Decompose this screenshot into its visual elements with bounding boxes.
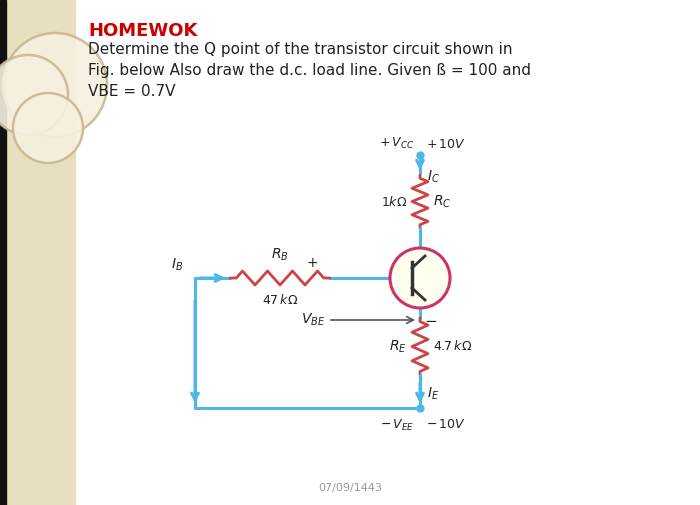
Text: 07/09/1443: 07/09/1443 — [318, 483, 382, 493]
Text: $I_C$: $I_C$ — [427, 169, 440, 185]
Text: $V_{BE}$: $V_{BE}$ — [301, 312, 325, 328]
Circle shape — [0, 55, 68, 135]
Text: HOMEWOK: HOMEWOK — [88, 22, 197, 40]
Text: $+$: $+$ — [306, 256, 318, 270]
Text: VBE = 0.7V: VBE = 0.7V — [88, 84, 176, 99]
Text: $-$: $-$ — [424, 313, 438, 328]
Text: $R_C$: $R_C$ — [433, 193, 452, 210]
Text: $R_B$: $R_B$ — [271, 246, 289, 263]
Circle shape — [3, 33, 107, 137]
Text: $-\,V_{EE}$: $-\,V_{EE}$ — [380, 418, 414, 433]
Text: $-\,10V$: $-\,10V$ — [426, 418, 466, 431]
Text: Determine the Q point of the transistor circuit shown in: Determine the Q point of the transistor … — [88, 42, 512, 57]
Circle shape — [13, 93, 83, 163]
Text: $I_E$: $I_E$ — [427, 386, 439, 402]
Text: $1k\Omega$: $1k\Omega$ — [381, 194, 407, 209]
Circle shape — [390, 248, 450, 308]
Text: $4.7\,k\Omega$: $4.7\,k\Omega$ — [433, 339, 473, 353]
Text: $+\,10V$: $+\,10V$ — [426, 138, 466, 151]
Text: Fig. below Also draw the d.c. load line. Given ß = 100 and: Fig. below Also draw the d.c. load line.… — [88, 63, 531, 78]
Text: $R_E$: $R_E$ — [389, 338, 407, 355]
Bar — [0, 0, 75, 505]
Text: $I_B$: $I_B$ — [171, 257, 183, 273]
Text: $47\,k\Omega$: $47\,k\Omega$ — [262, 293, 298, 307]
Bar — [0, 0, 6, 505]
Text: $+\,V_{CC}$: $+\,V_{CC}$ — [379, 136, 414, 151]
